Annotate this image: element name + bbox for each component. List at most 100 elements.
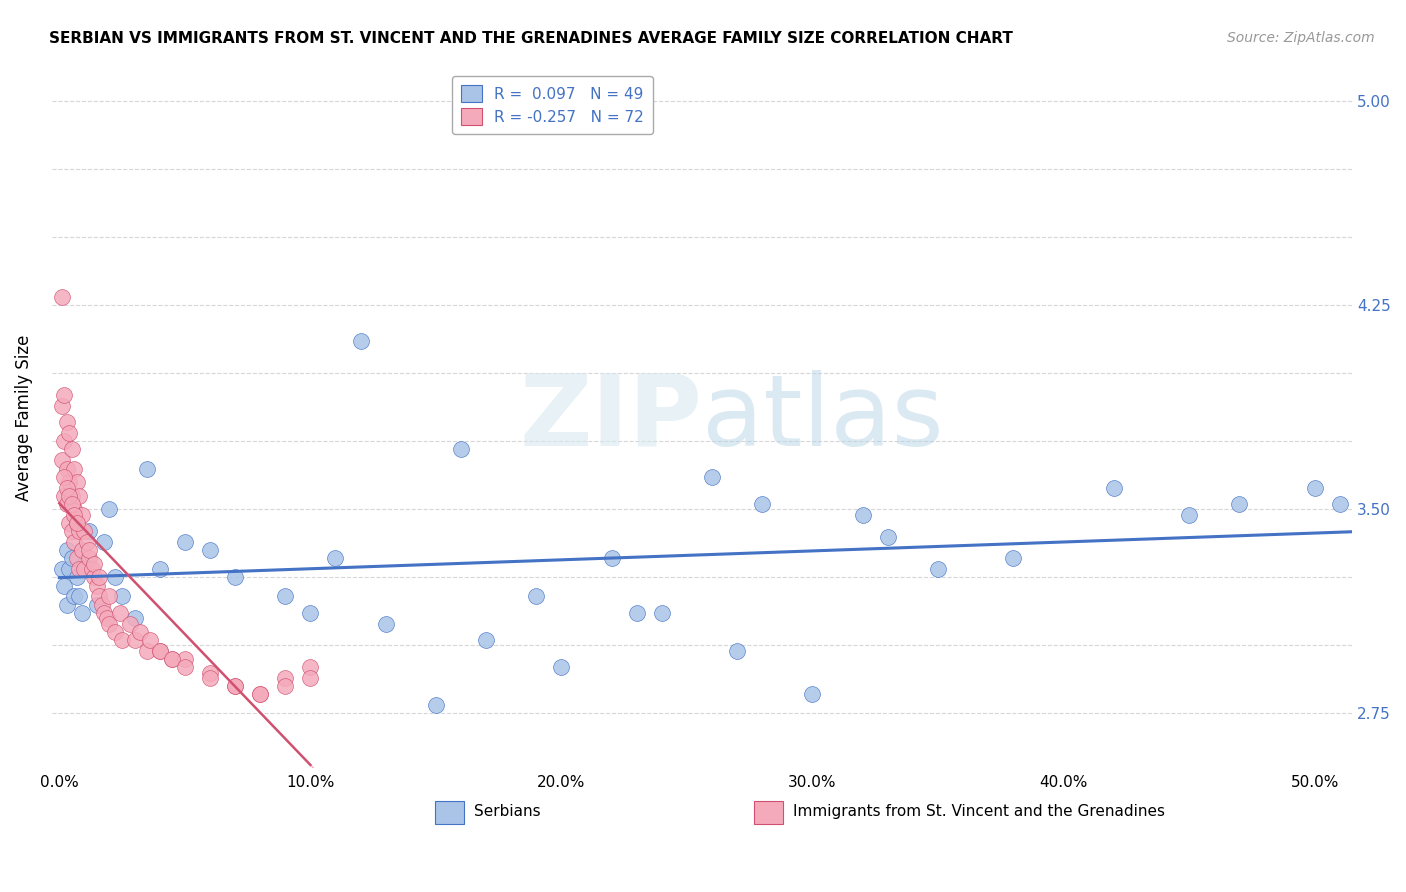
Point: [374, 616, 396, 631]
Point: [53, 578, 76, 592]
Text: Immigrants from St. Vincent and the Grenadines: Immigrants from St. Vincent and the Gren…: [793, 804, 1166, 819]
Point: [66, 475, 89, 489]
Point: [56, 598, 79, 612]
Point: [51, 290, 73, 304]
Point: [79, 543, 101, 558]
Point: [801, 687, 824, 701]
Point: [70, 508, 93, 522]
Point: [1303, 481, 1326, 495]
Point: [56, 497, 79, 511]
Point: [224, 679, 246, 693]
Point: [66, 551, 89, 566]
Point: [58, 489, 80, 503]
Point: [79, 551, 101, 566]
Point: [224, 570, 246, 584]
Point: [1102, 481, 1125, 495]
Point: [274, 590, 297, 604]
Point: [56, 415, 79, 429]
Point: [128, 624, 150, 639]
Point: [136, 644, 159, 658]
Point: [70, 606, 93, 620]
Point: [173, 535, 195, 549]
Point: [86, 578, 108, 592]
Point: [89, 590, 111, 604]
Point: [67, 524, 90, 538]
Point: [136, 461, 159, 475]
Point: [66, 516, 89, 530]
Point: [349, 334, 371, 348]
Text: Serbians: Serbians: [474, 804, 541, 819]
Point: [58, 516, 80, 530]
Point: [138, 632, 160, 647]
Point: [651, 606, 673, 620]
Point: [53, 489, 76, 503]
Point: [91, 598, 114, 612]
Point: [299, 606, 322, 620]
Point: [198, 671, 221, 685]
Point: [475, 632, 498, 647]
Y-axis label: Average Family Size: Average Family Size: [15, 335, 32, 501]
Point: [299, 660, 322, 674]
Point: [89, 570, 111, 584]
Point: [60, 551, 83, 566]
Point: [1329, 497, 1351, 511]
Point: [274, 671, 297, 685]
Point: [1227, 497, 1250, 511]
Point: [83, 557, 105, 571]
Point: [450, 442, 472, 457]
Point: [96, 611, 118, 625]
Point: [700, 469, 723, 483]
Point: [66, 570, 89, 584]
Point: [58, 475, 80, 489]
Point: [249, 687, 271, 701]
Point: [67, 489, 90, 503]
Point: [108, 606, 131, 620]
Point: [56, 543, 79, 558]
Point: [1002, 551, 1025, 566]
Point: [224, 679, 246, 693]
Text: atlas: atlas: [702, 369, 943, 467]
Point: [63, 461, 86, 475]
Bar: [436, 801, 464, 824]
Point: [425, 698, 447, 713]
Point: [876, 529, 898, 543]
Point: [725, 644, 748, 658]
Point: [56, 461, 79, 475]
Point: [550, 660, 572, 674]
Point: [98, 502, 121, 516]
Point: [927, 562, 949, 576]
Point: [93, 535, 115, 549]
Point: [198, 543, 221, 558]
Point: [70, 543, 93, 558]
Point: [111, 632, 134, 647]
Text: Source: ZipAtlas.com: Source: ZipAtlas.com: [1227, 31, 1375, 45]
Point: [63, 508, 86, 522]
Point: [60, 489, 83, 503]
Text: ZIP: ZIP: [519, 369, 702, 467]
Point: [58, 426, 80, 441]
Point: [751, 497, 773, 511]
Point: [600, 551, 623, 566]
Point: [60, 524, 83, 538]
Point: [76, 535, 98, 549]
Point: [73, 557, 96, 571]
Point: [103, 570, 125, 584]
Point: [93, 606, 115, 620]
Point: [173, 660, 195, 674]
Point: [53, 388, 76, 402]
Point: [524, 590, 547, 604]
Bar: [754, 801, 783, 824]
Point: [60, 442, 83, 457]
Point: [63, 502, 86, 516]
Point: [56, 481, 79, 495]
Point: [66, 516, 89, 530]
Point: [98, 616, 121, 631]
Point: [51, 453, 73, 467]
Point: [149, 644, 172, 658]
Point: [67, 590, 90, 604]
Point: [274, 679, 297, 693]
Point: [53, 434, 76, 449]
Point: [67, 562, 90, 576]
Point: [63, 590, 86, 604]
Point: [79, 524, 101, 538]
